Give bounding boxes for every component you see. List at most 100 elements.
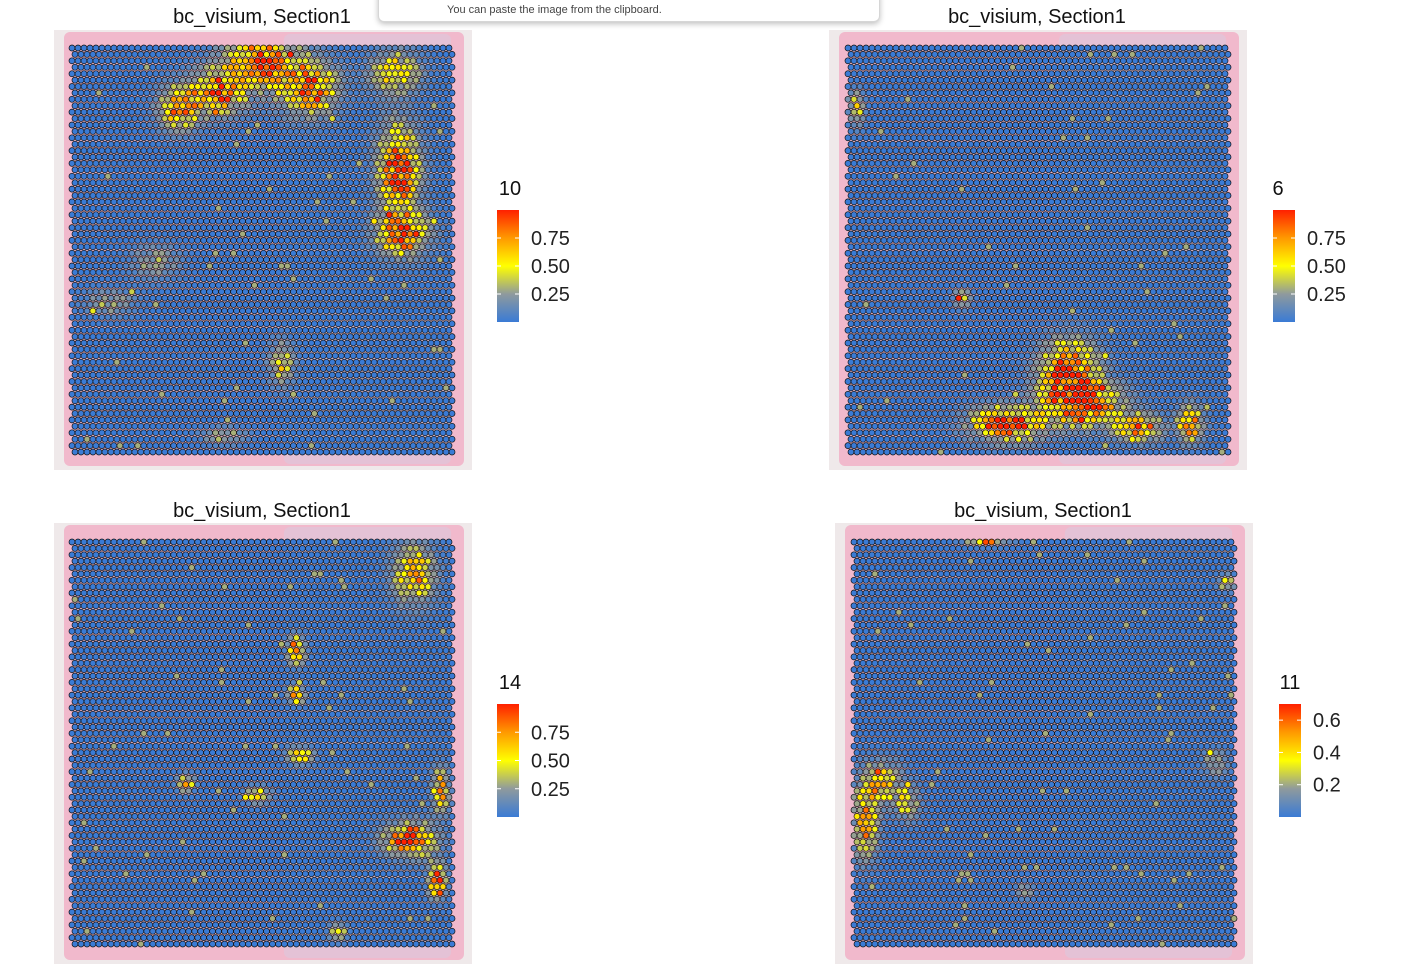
spot — [367, 224, 375, 231]
spot — [230, 185, 237, 193]
spot — [167, 410, 175, 417]
spot — [95, 204, 103, 212]
spot — [448, 307, 456, 315]
spot — [263, 179, 270, 187]
spot — [343, 275, 351, 283]
spot — [358, 128, 366, 135]
spot — [263, 128, 270, 135]
spot — [95, 410, 103, 417]
spot — [1164, 102, 1172, 110]
spot — [203, 346, 210, 353]
spot — [904, 83, 912, 90]
spot — [439, 390, 447, 398]
spot — [158, 237, 166, 244]
spot — [149, 256, 157, 263]
spot — [340, 384, 348, 392]
spot — [340, 230, 348, 238]
spot — [254, 339, 261, 347]
spot — [251, 204, 258, 212]
spot — [334, 140, 342, 148]
spot — [418, 307, 426, 315]
spot — [209, 333, 216, 340]
spot — [385, 390, 393, 398]
spot — [191, 422, 199, 430]
spot — [964, 95, 972, 103]
spot — [155, 435, 163, 443]
spot — [83, 397, 91, 405]
spot — [146, 70, 154, 78]
spot — [856, 44, 864, 52]
spot — [424, 307, 432, 315]
spot — [200, 44, 208, 52]
spot — [931, 63, 939, 71]
spot — [328, 102, 336, 110]
spot — [1095, 95, 1103, 103]
spot — [370, 269, 378, 276]
spot — [1131, 121, 1139, 129]
spot — [86, 313, 94, 321]
spot — [236, 108, 243, 116]
spot — [343, 249, 351, 257]
spot — [382, 51, 390, 58]
spot — [152, 249, 160, 257]
spot — [373, 352, 381, 360]
spot — [239, 435, 246, 443]
spot — [161, 269, 169, 276]
spot — [92, 416, 100, 424]
spot — [293, 192, 300, 199]
spot — [71, 179, 79, 187]
spot — [191, 115, 199, 122]
spot — [316, 410, 324, 417]
spot — [275, 371, 282, 379]
spot — [257, 140, 264, 148]
spot — [302, 442, 309, 449]
spot — [77, 435, 85, 443]
spot — [391, 352, 399, 360]
spot — [314, 83, 321, 90]
spot — [254, 237, 261, 244]
spot — [137, 410, 145, 417]
spot — [382, 128, 390, 135]
spot — [361, 95, 369, 103]
spot — [385, 134, 393, 142]
spot — [197, 63, 205, 71]
spot — [305, 384, 312, 392]
spot — [68, 313, 76, 321]
spot — [328, 179, 336, 187]
spot — [445, 378, 453, 385]
spot — [140, 224, 148, 231]
spot — [311, 435, 318, 443]
spot — [352, 153, 360, 161]
spot — [251, 63, 258, 71]
spot — [110, 301, 118, 308]
spot — [278, 429, 285, 437]
spot — [287, 294, 294, 302]
spot — [397, 108, 405, 116]
spot — [403, 211, 411, 219]
spot — [248, 185, 255, 193]
spot — [364, 230, 372, 238]
spot — [206, 416, 213, 424]
spot — [388, 179, 396, 187]
spot — [206, 147, 213, 154]
spot — [862, 83, 870, 90]
spot — [203, 397, 210, 405]
spot — [1066, 44, 1073, 52]
spot — [883, 102, 891, 110]
spot — [1209, 70, 1217, 78]
spot — [98, 224, 106, 231]
spot — [239, 76, 246, 84]
spot — [185, 63, 193, 71]
spot — [122, 313, 130, 321]
spot — [287, 140, 294, 148]
spot — [212, 185, 219, 193]
spot — [245, 371, 252, 379]
spot — [185, 307, 193, 315]
spot — [970, 70, 978, 78]
spot — [433, 83, 441, 90]
spot — [140, 121, 148, 129]
spot — [847, 76, 855, 84]
spot — [230, 44, 237, 52]
spot — [206, 224, 213, 231]
spot — [370, 294, 378, 302]
